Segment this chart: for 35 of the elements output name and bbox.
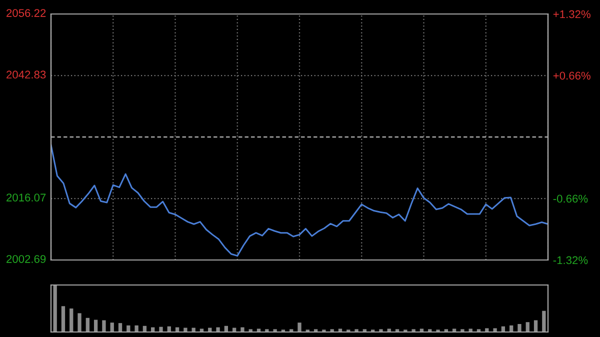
bar <box>460 329 464 332</box>
bar <box>192 328 196 332</box>
bar <box>298 322 302 332</box>
bar <box>110 322 114 332</box>
bar <box>534 320 538 332</box>
y2-tick-label: +0.66% <box>553 72 590 80</box>
bar <box>70 308 74 332</box>
bar <box>542 310 546 332</box>
bar <box>493 328 497 332</box>
bar <box>273 329 277 332</box>
bar <box>526 322 530 332</box>
y2-tick-label: -0.66% <box>553 194 588 203</box>
y2-tick-label: +1.32% <box>553 10 590 18</box>
bar <box>53 285 57 332</box>
bar <box>118 323 122 332</box>
bar <box>86 318 90 332</box>
bar <box>61 306 66 332</box>
bar <box>412 329 416 332</box>
bar <box>216 327 220 332</box>
bar <box>134 325 138 332</box>
bar <box>518 324 522 332</box>
bar <box>379 329 383 332</box>
bar <box>102 320 106 332</box>
y2-tick-label: -1.32% <box>553 256 588 264</box>
y-tick-label: 2002.69 <box>6 255 46 263</box>
y-tick-label: 2056.22 <box>6 9 46 17</box>
y-tick-label: 2042.83 <box>6 70 46 79</box>
bar <box>94 320 98 332</box>
y-tick-label: 2016.07 <box>6 194 46 202</box>
bar <box>184 328 188 332</box>
bar <box>354 329 358 332</box>
line-series <box>51 144 548 257</box>
bar <box>240 327 244 332</box>
bar <box>159 326 163 332</box>
bar <box>78 313 82 332</box>
